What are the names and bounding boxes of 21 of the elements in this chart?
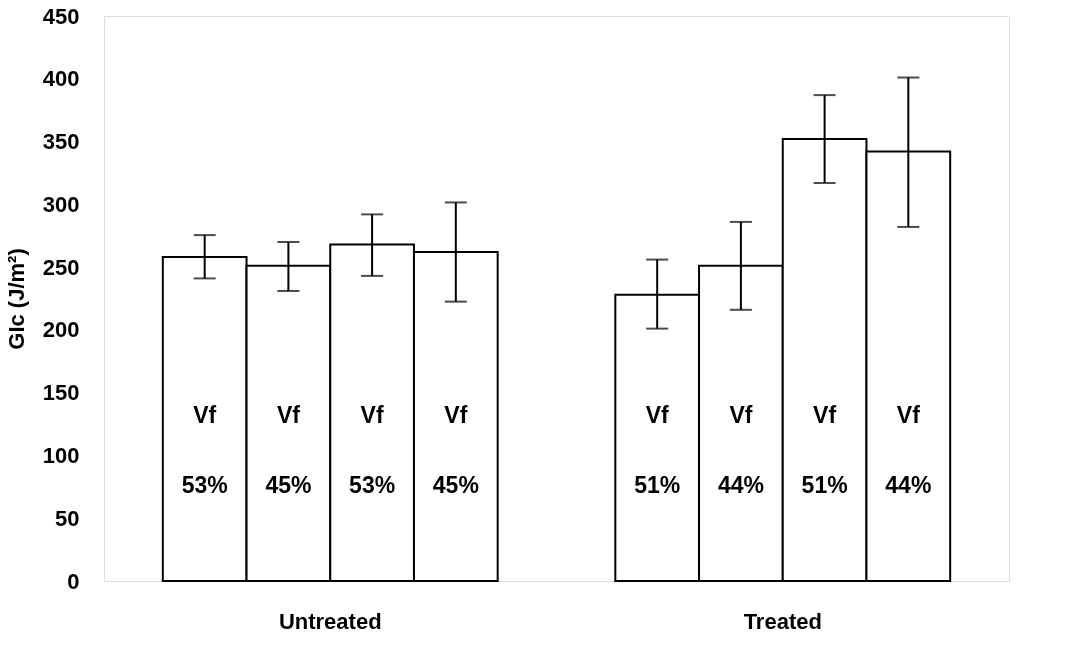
y-tick-label: 400	[42, 66, 80, 92]
y-tick-label: 150	[42, 380, 80, 406]
text: Vf 44%	[885, 402, 932, 498]
y-tick-label: 450	[42, 3, 80, 29]
text: Vf 51%	[634, 402, 681, 498]
text: Vf 44%	[717, 402, 764, 498]
text: Vf 45%	[265, 402, 312, 498]
y-tick-label: 200	[42, 317, 80, 343]
y-tick-label: 0	[67, 568, 80, 594]
text: Vf 51%	[801, 402, 848, 498]
text: Vf 53%	[349, 402, 396, 498]
text: Vf 45%	[432, 402, 479, 498]
x-tick-label: Treated	[743, 608, 822, 634]
text: Vf 53%	[181, 402, 228, 498]
y-axis-title: GIc (J/m²)	[3, 248, 29, 350]
y-tick-label: 50	[55, 505, 80, 531]
y-tick-label: 350	[42, 129, 80, 155]
y-tick-label: 250	[42, 254, 80, 280]
x-tick-label: Untreated	[278, 608, 382, 634]
y-tick-label: 300	[42, 191, 80, 217]
y-tick-label: 100	[42, 442, 80, 468]
